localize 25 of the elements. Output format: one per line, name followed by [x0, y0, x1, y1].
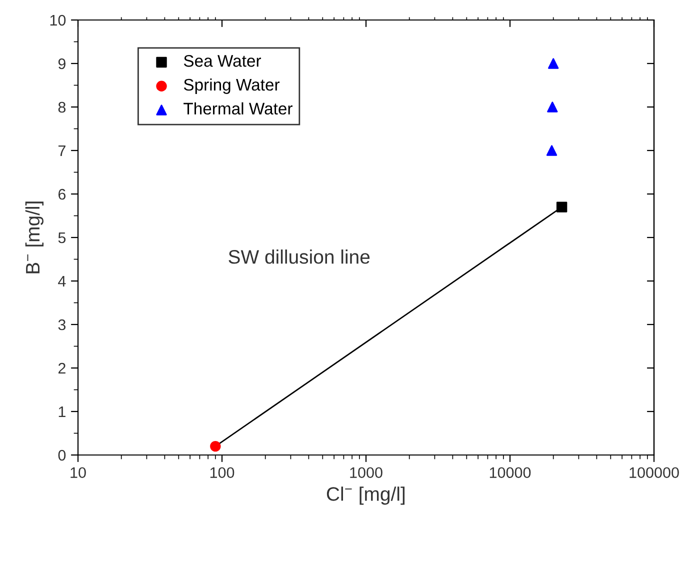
- y-tick-label: 1: [58, 406, 66, 418]
- point: [546, 145, 558, 156]
- y-tick-label: 0: [58, 450, 66, 461]
- legend-label: Spring Water: [184, 78, 280, 94]
- x-tick-label: 1000: [350, 467, 382, 478]
- y-tick-label: 2: [58, 362, 66, 374]
- x-tick-label: 10: [70, 467, 86, 478]
- annotation: SW dillusion line: [228, 250, 370, 264]
- y-tick-label: 3: [58, 319, 66, 330]
- point: [548, 58, 559, 69]
- y-tick-label: 6: [58, 188, 66, 200]
- x-tick-label: 10000: [490, 467, 531, 478]
- y-tick-label: 8: [58, 102, 66, 113]
- y-tick-label: 10: [50, 14, 66, 26]
- legend-label: Thermal Water: [184, 102, 292, 115]
- point: [547, 102, 558, 112]
- y-tick-label: 5: [58, 232, 66, 244]
- y-axis-title: B$^{−}$ [mg/l]: [25, 202, 44, 274]
- legend-label: Sea Water: [184, 55, 262, 67]
- x-tick-label: 100000: [630, 467, 679, 478]
- x-axis-title: Cl$^{−}$ [mg/l]: [326, 486, 405, 505]
- y-tick-label: 4: [58, 276, 66, 287]
- y-tick-label: 7: [58, 146, 66, 156]
- y-tick-label: 9: [58, 58, 66, 70]
- x-tick-label: 100: [210, 467, 234, 478]
